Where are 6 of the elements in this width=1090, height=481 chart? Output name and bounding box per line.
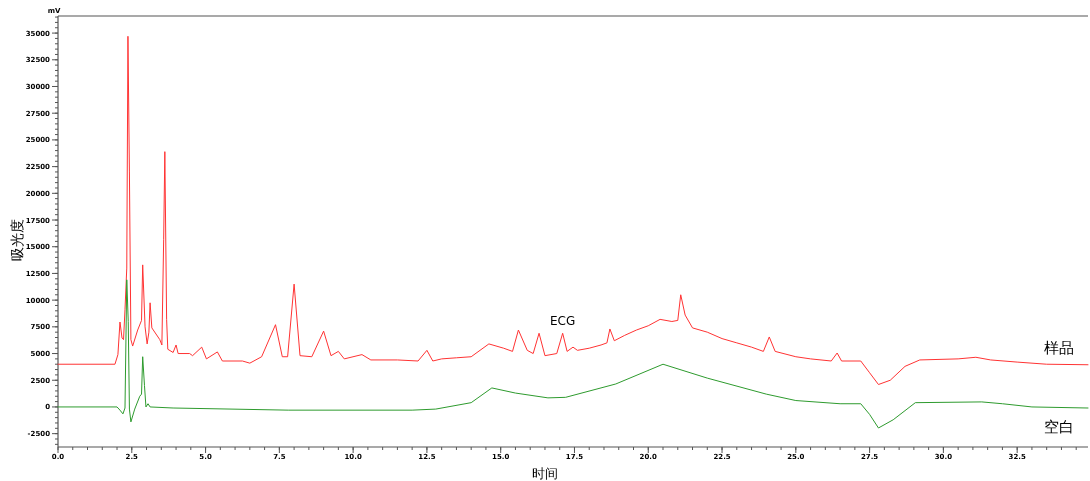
line-series [57,35,1089,386]
annotation: ECG [550,314,576,329]
y-axis-title: 吸光度 [9,218,25,261]
x-axis-title: 时间 [532,466,558,481]
series-label: 样品 [1044,338,1074,357]
series-label: 空白 [1044,418,1074,437]
